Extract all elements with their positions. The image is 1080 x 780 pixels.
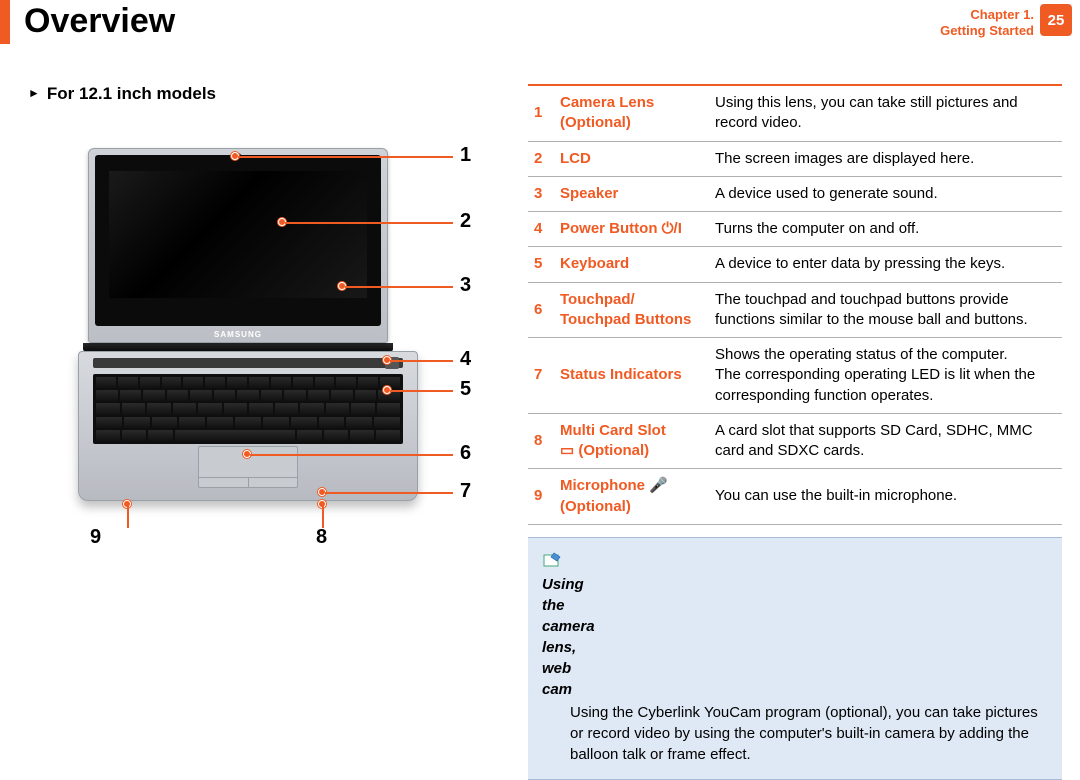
part-number: 4 bbox=[528, 212, 554, 247]
part-name: LCD bbox=[554, 141, 709, 176]
callout-line-5 bbox=[390, 390, 453, 392]
laptop-base bbox=[78, 351, 418, 501]
part-description: Using this lens, you can take still pict… bbox=[709, 85, 1062, 141]
callout-line-7 bbox=[325, 492, 453, 494]
info-box-body: Using the Cyberlink YouCam program (opti… bbox=[542, 702, 1048, 765]
info-box-title: Using the camera lens, web cam bbox=[542, 550, 1048, 698]
callout-num-5: 5 bbox=[460, 378, 471, 401]
model-subheading: For 12.1 inch models bbox=[28, 84, 528, 104]
table-row: 6Touchpad/Touchpad ButtonsThe touchpad a… bbox=[528, 282, 1062, 338]
table-row: 2LCDThe screen images are displayed here… bbox=[528, 141, 1062, 176]
brand-label: SAMSUNG bbox=[214, 330, 262, 339]
callout-line-6 bbox=[250, 454, 453, 456]
laptop-screen bbox=[109, 171, 367, 298]
part-name: Keyboard bbox=[554, 247, 709, 282]
part-number: 3 bbox=[528, 176, 554, 211]
info-box: Using the camera lens, web cam Using the… bbox=[528, 537, 1062, 780]
laptop-lid: SAMSUNG bbox=[88, 148, 388, 343]
part-name: Microphone 🎤(Optional) bbox=[554, 469, 709, 525]
chapter-block: Chapter 1. Getting Started 25 bbox=[940, 0, 1080, 40]
table-row: 7Status IndicatorsShows the operating st… bbox=[528, 338, 1062, 414]
table-row: 8Multi Card Slot▭ (Optional)A card slot … bbox=[528, 413, 1062, 469]
part-description: A device used to generate sound. bbox=[709, 176, 1062, 211]
page-header: Overview Chapter 1. Getting Started 25 bbox=[0, 0, 1080, 56]
callout-num-7: 7 bbox=[460, 480, 471, 503]
part-description: The touchpad and touchpad buttons provid… bbox=[709, 282, 1062, 338]
part-number: 2 bbox=[528, 141, 554, 176]
part-description: Turns the computer on and off. bbox=[709, 212, 1062, 247]
speaker-strip bbox=[93, 358, 403, 368]
laptop-bezel bbox=[95, 155, 381, 326]
part-name: Touchpad/Touchpad Buttons bbox=[554, 282, 709, 338]
part-number: 1 bbox=[528, 85, 554, 141]
callout-line-4 bbox=[390, 360, 453, 362]
callout-num-4: 4 bbox=[460, 348, 471, 371]
header-accent-bar bbox=[0, 0, 10, 44]
callout-line-3 bbox=[345, 286, 453, 288]
callout-line-2 bbox=[285, 222, 453, 224]
chapter-line1: Chapter 1. bbox=[940, 7, 1034, 23]
laptop-hinge bbox=[83, 343, 393, 351]
part-name: Speaker bbox=[554, 176, 709, 211]
part-number: 5 bbox=[528, 247, 554, 282]
callout-line-9 bbox=[127, 504, 129, 528]
page-number-badge: 25 bbox=[1040, 4, 1072, 36]
keyboard-graphic bbox=[93, 374, 403, 444]
callout-num-1: 1 bbox=[460, 144, 471, 167]
part-number: 6 bbox=[528, 282, 554, 338]
info-box-title-text: Using the camera lens, web cam bbox=[542, 576, 595, 698]
callout-num-8: 8 bbox=[316, 526, 327, 549]
right-column: 1Camera Lens(Optional)Using this lens, y… bbox=[528, 56, 1062, 780]
part-name: Power Button ⏻/I bbox=[554, 212, 709, 247]
callout-line-1 bbox=[238, 156, 453, 158]
callout-line-8 bbox=[322, 504, 324, 528]
part-description: A device to enter data by pressing the k… bbox=[709, 247, 1062, 282]
callout-num-6: 6 bbox=[460, 442, 471, 465]
part-number: 8 bbox=[528, 413, 554, 469]
part-name: Status Indicators bbox=[554, 338, 709, 414]
page-title: Overview bbox=[24, 2, 940, 41]
chapter-label: Chapter 1. Getting Started bbox=[940, 7, 1034, 40]
callout-num-2: 2 bbox=[460, 210, 471, 233]
table-row: 3SpeakerA device used to generate sound. bbox=[528, 176, 1062, 211]
part-description: You can use the built-in microphone. bbox=[709, 469, 1062, 525]
table-row: 1Camera Lens(Optional)Using this lens, y… bbox=[528, 85, 1062, 141]
part-description: A card slot that supports SD Card, SDHC,… bbox=[709, 413, 1062, 469]
part-number: 9 bbox=[528, 469, 554, 525]
part-name: Multi Card Slot▭ (Optional) bbox=[554, 413, 709, 469]
note-icon: Using the camera lens, web cam bbox=[542, 552, 562, 568]
table-row: 4Power Button ⏻/ITurns the computer on a… bbox=[528, 212, 1062, 247]
left-column: For 12.1 inch models SAMSUNG bbox=[28, 56, 528, 780]
part-description: The screen images are displayed here. bbox=[709, 141, 1062, 176]
parts-table: 1Camera Lens(Optional)Using this lens, y… bbox=[528, 84, 1062, 525]
part-number: 7 bbox=[528, 338, 554, 414]
table-row: 9Microphone 🎤(Optional)You can use the b… bbox=[528, 469, 1062, 525]
part-description: Shows the operating status of the comput… bbox=[709, 338, 1062, 414]
callout-num-3: 3 bbox=[460, 274, 471, 297]
laptop-diagram: SAMSUNG bbox=[28, 130, 468, 550]
part-name: Camera Lens(Optional) bbox=[554, 85, 709, 141]
table-row: 5KeyboardA device to enter data by press… bbox=[528, 247, 1062, 282]
callout-num-9: 9 bbox=[90, 526, 101, 549]
chapter-line2: Getting Started bbox=[940, 23, 1034, 39]
